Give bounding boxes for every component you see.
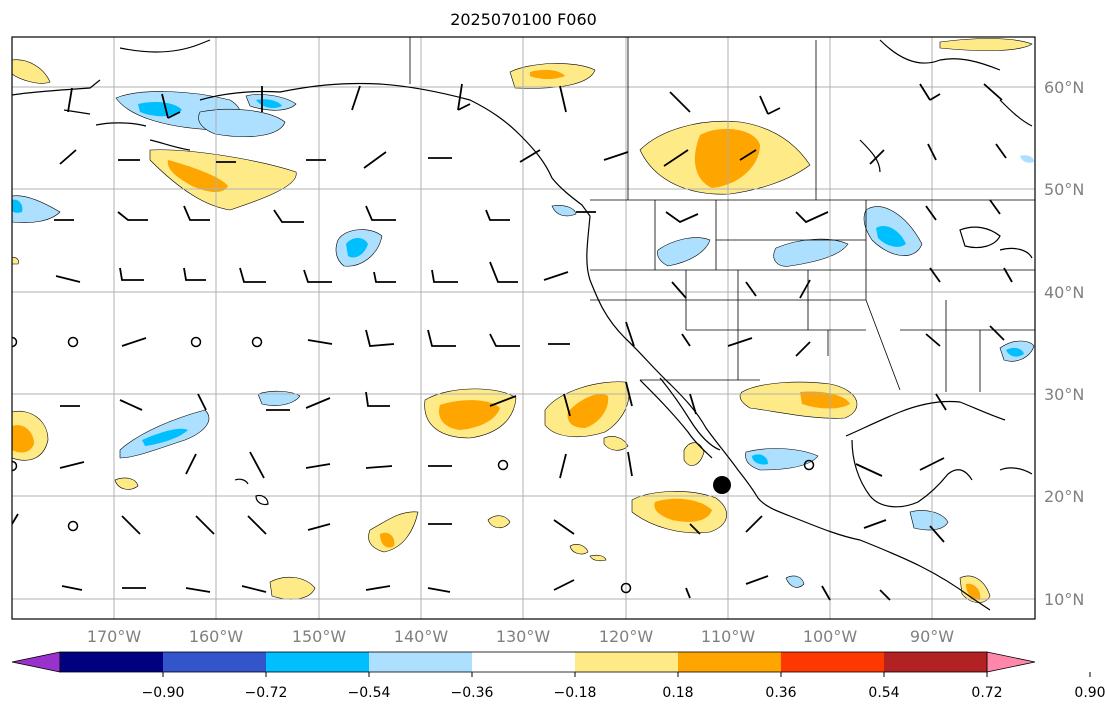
lat-label-60: 60°N bbox=[1044, 78, 1084, 97]
colorbar-extend-high bbox=[986, 651, 1036, 673]
colorbar-swatch bbox=[884, 652, 988, 672]
lon-label-130w: 130°W bbox=[496, 627, 551, 646]
state-borders bbox=[409, 37, 1035, 392]
colorbar-swatch bbox=[678, 652, 782, 672]
graticule bbox=[12, 37, 1035, 619]
location-marker bbox=[713, 476, 731, 494]
longitude-labels: 170°W 160°W 150°W 140°W 130°W 120°W 110°… bbox=[87, 627, 954, 646]
lon-label-150w: 150°W bbox=[292, 627, 347, 646]
anomaly-shading bbox=[12, 38, 1035, 603]
lon-label-140w: 140°W bbox=[394, 627, 449, 646]
colorbar-swatch bbox=[472, 652, 576, 672]
colorbar-swatch bbox=[266, 652, 370, 672]
lat-label-40: 40°N bbox=[1044, 283, 1084, 302]
lon-label-90w: 90°W bbox=[910, 627, 954, 646]
colorbar-tick-label: 0.72 bbox=[971, 685, 1002, 701]
colorbar-tick-label: 0.90 bbox=[1074, 685, 1105, 701]
lon-label-120w: 120°W bbox=[599, 627, 654, 646]
colorbar-swatch bbox=[781, 652, 885, 672]
lat-label-20: 20°N bbox=[1044, 487, 1084, 506]
calm-wind-markers bbox=[12, 336, 815, 594]
colorbar-tick-label: −0.18 bbox=[554, 685, 597, 701]
colorbar-extend-low bbox=[11, 651, 61, 673]
colorbar-frame bbox=[59, 651, 988, 673]
colorbar-swatch bbox=[575, 652, 679, 672]
colorbar-tick-label: −0.72 bbox=[245, 685, 288, 701]
lon-label-160w: 160°W bbox=[189, 627, 244, 646]
lat-label-10: 10°N bbox=[1044, 590, 1084, 609]
colorbar-swatch bbox=[369, 652, 473, 672]
colorbar-swatch bbox=[163, 652, 267, 672]
map-plot-area bbox=[12, 37, 1035, 619]
wind-barbs bbox=[12, 83, 1013, 601]
lon-label-170w: 170°W bbox=[87, 627, 142, 646]
coastlines bbox=[12, 39, 1033, 611]
colorbar-tick-label: 0.36 bbox=[765, 685, 796, 701]
colorbar-tick-label: −0.36 bbox=[451, 685, 494, 701]
lon-label-100w: 100°W bbox=[803, 627, 858, 646]
colorbar-tick-label: −0.90 bbox=[142, 685, 185, 701]
map-title: 2025070100 F060 bbox=[450, 10, 597, 29]
latitude-labels: 60°N 50°N 40°N 30°N 20°N 10°N bbox=[1044, 78, 1084, 609]
colorbar-swatch bbox=[60, 652, 164, 672]
colorbar-tick-label: −0.54 bbox=[348, 685, 391, 701]
colorbar-tick-label: 0.54 bbox=[868, 685, 899, 701]
lat-label-30: 30°N bbox=[1044, 385, 1084, 404]
map-frame bbox=[11, 36, 1036, 620]
colorbar: −0.90 −0.72 −0.54 −0.36 −0.18 0.18 0.36 0.54 0.7… bbox=[11, 651, 1105, 701]
colorbar-tick-label: 0.18 bbox=[662, 685, 693, 701]
lon-label-110w: 110°W bbox=[701, 627, 756, 646]
lat-label-50: 50°N bbox=[1044, 180, 1084, 199]
